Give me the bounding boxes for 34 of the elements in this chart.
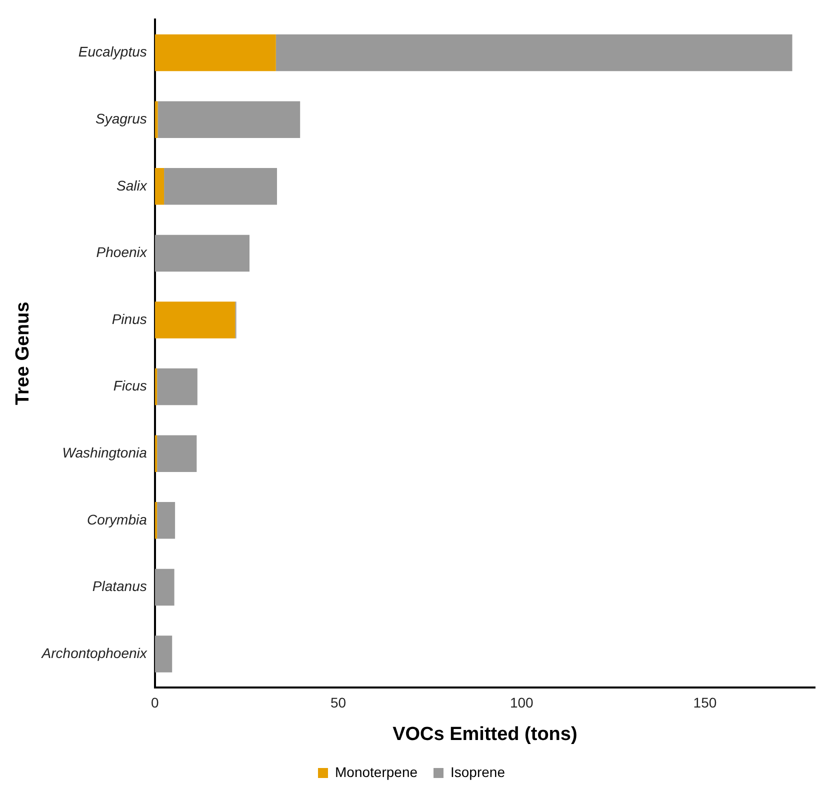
- bar: [154, 368, 158, 406]
- y-tick-label: Washingtonia: [62, 444, 148, 460]
- bar: [154, 101, 158, 138]
- bar: [154, 302, 236, 338]
- x-axis-title: VOCs Emitted (tons): [392, 724, 578, 745]
- y-tick-label: Phoenix: [96, 244, 148, 260]
- x-tick-label: 150: [693, 694, 717, 711]
- y-tick-label: Syagrus: [96, 110, 147, 126]
- y-tick-label: Archontophoenix: [40, 644, 148, 661]
- x-tick-label: 50: [330, 694, 346, 711]
- bar: [157, 368, 198, 406]
- y-axis-title: Tree Genus: [12, 302, 34, 406]
- x-tick-label: 100: [510, 694, 534, 711]
- bar: [154, 34, 276, 72]
- bar: [276, 34, 792, 72]
- bar: [157, 502, 176, 539]
- bar: [154, 168, 164, 205]
- y-tick-label: Ficus: [113, 378, 147, 394]
- x-tick-label: 0: [150, 694, 159, 711]
- legend-label: Monoterpene: [335, 764, 418, 780]
- y-tick-label: Platanus: [92, 578, 147, 594]
- bar: [154, 568, 174, 606]
- bar: [154, 502, 158, 539]
- y-tick-label: Pinus: [112, 310, 147, 327]
- bar: [154, 435, 158, 472]
- y-tick-label: Salix: [116, 177, 148, 194]
- bar: [157, 435, 197, 472]
- bar: [158, 101, 300, 138]
- bar: [154, 234, 250, 272]
- bar: [164, 168, 277, 205]
- y-tick-label: Corymbia: [86, 511, 148, 528]
- bar: [154, 636, 172, 672]
- y-tick-label: Eucalyptus: [78, 44, 147, 60]
- legend-label: Isoprene: [450, 764, 506, 780]
